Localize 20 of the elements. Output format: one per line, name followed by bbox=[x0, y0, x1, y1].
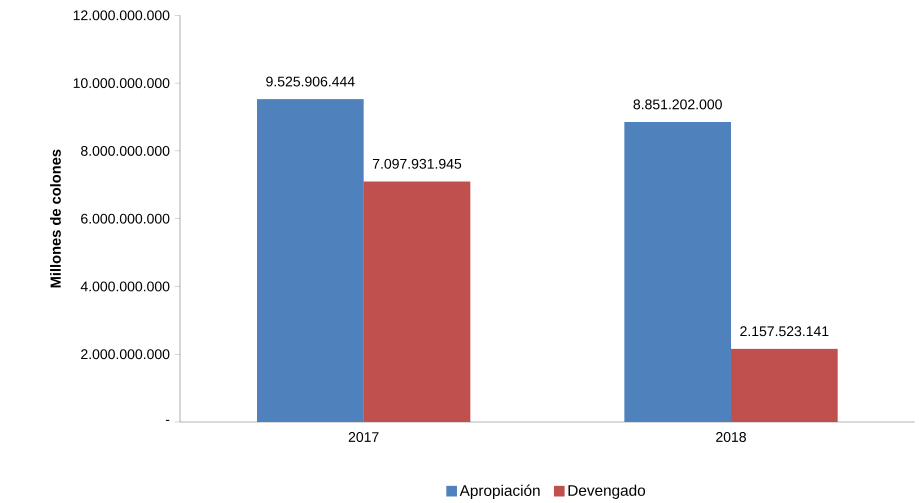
data-label: 8.851.202.000 bbox=[634, 99, 722, 110]
y-tick-label: 10.000.000.000 bbox=[74, 78, 170, 88]
x-tick-label: 2017 bbox=[348, 432, 379, 442]
y-tick-label: 12.000.000.000 bbox=[74, 10, 170, 20]
x-tick-label: 2018 bbox=[716, 432, 746, 442]
y-tick-label: 2.000.000.000 bbox=[81, 349, 170, 360]
y-tick-label: 4.000.000.000 bbox=[80, 281, 170, 292]
bar bbox=[257, 99, 364, 422]
data-label: 2.157.523.141 bbox=[740, 326, 828, 336]
y-axis-title: Millones de colones bbox=[50, 150, 61, 288]
y-tick-label: 6.000.000.000 bbox=[81, 214, 170, 224]
legend-label: Apropiación bbox=[460, 484, 540, 499]
bar bbox=[364, 181, 470, 422]
y-tick-label: - bbox=[166, 420, 170, 421]
data-label: 9.525.906.444 bbox=[266, 76, 355, 86]
bar bbox=[624, 122, 732, 422]
data-label: 7.097.931.945 bbox=[372, 158, 462, 169]
bar bbox=[731, 348, 838, 422]
legend-label: Devengado bbox=[568, 484, 646, 499]
y-tick-label: 8.000.000.000 bbox=[81, 146, 170, 156]
